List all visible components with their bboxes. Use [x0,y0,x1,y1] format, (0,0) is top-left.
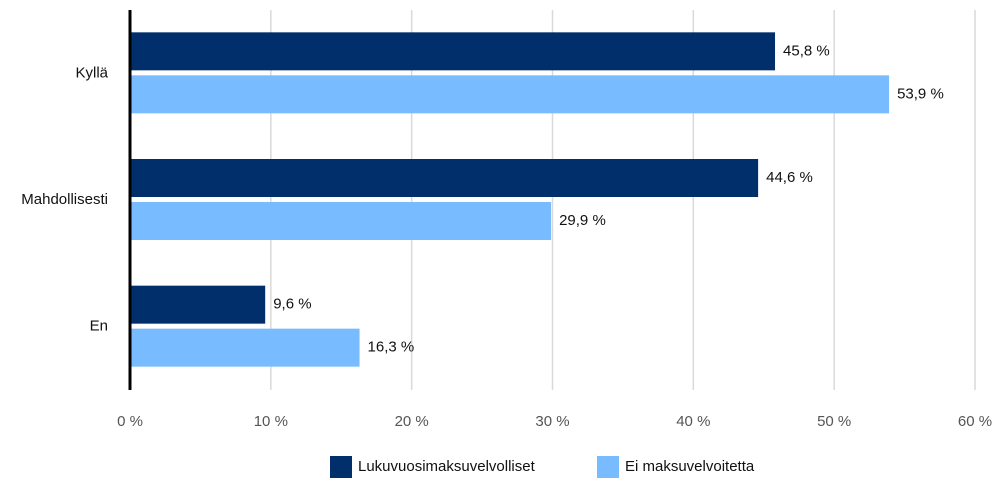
value-label: 16,3 % [368,339,415,356]
y-tick-label: En [90,318,108,335]
bar [130,328,360,367]
legend-swatch [597,456,619,478]
value-label: 53,9 % [897,85,944,102]
y-tick-label: Kyllä [75,64,108,81]
legend-swatch [330,456,352,478]
x-tick-label: 0 % [117,413,143,430]
legend-label: Ei maksuvelvoitetta [625,458,755,475]
x-tick-label: 40 % [676,413,710,430]
value-label: 45,8 % [783,42,830,59]
value-label: 44,6 % [766,169,813,186]
x-tick-label: 60 % [958,413,992,430]
x-tick-label: 50 % [817,413,851,430]
value-label: 29,9 % [559,212,606,229]
bar [130,285,266,324]
legend-label: Lukuvuosimaksuvelvolliset [358,458,536,475]
bar [130,32,776,71]
x-tick-label: 30 % [535,413,569,430]
bar [130,75,890,114]
value-label: 9,6 % [273,296,311,313]
bar [130,159,759,197]
x-tick-label: 20 % [395,413,429,430]
x-tick-label: 10 % [254,413,288,430]
bar [130,202,552,240]
y-tick-label: Mahdollisesti [21,191,108,208]
